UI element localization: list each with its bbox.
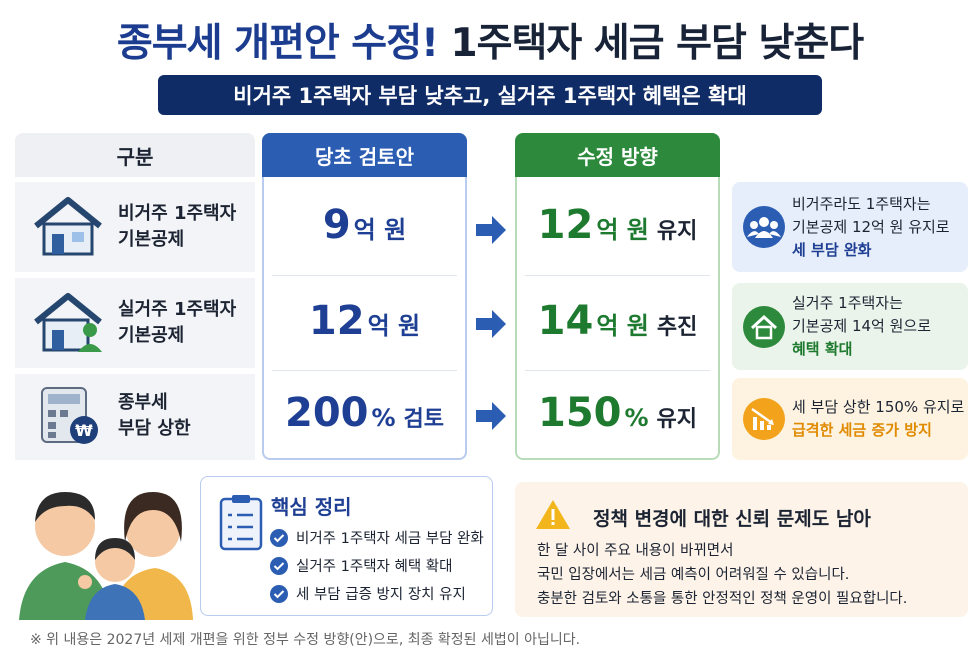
warning-title: 정책 변경에 대한 신뢰 문제도 남아 (593, 508, 871, 530)
label-line: 부담 상한 (118, 418, 191, 439)
note-line: 기본공제 14억 원으로 (792, 317, 932, 335)
unit: 억 원 (353, 216, 407, 244)
summary-item: 비거주 1주택자 세금 부담 완화 (269, 527, 484, 548)
number: 14 (537, 298, 594, 344)
header-category: 구분 (15, 133, 255, 177)
clipboard-icon (219, 495, 263, 551)
divider (272, 370, 457, 371)
title-main: 종부세 개편안 수정! (116, 21, 439, 66)
header-original: 당초 검토안 (262, 133, 467, 177)
arrows (476, 216, 506, 430)
revised-column (515, 177, 720, 460)
action: 유지 (656, 219, 698, 244)
family-illustration (19, 492, 193, 620)
divider (272, 275, 457, 276)
subtitle: 비거주 1주택자 부담 낮추고, 실거주 1주택자 혜택은 확대 (158, 75, 822, 115)
revised-value: 150% 유지 (515, 390, 720, 436)
note-line: 실거주 1주택자는 (792, 294, 903, 312)
original-value: 12 억 원 (262, 298, 467, 344)
divider (525, 275, 710, 276)
revised-value: 14 억 원 추진 (515, 298, 720, 344)
check-icon (270, 556, 288, 575)
item-text: 비거주 1주택자 세금 부담 완화 (296, 531, 484, 547)
chart-down-icon (743, 398, 785, 440)
body-line: 충분한 검토와 소통을 통한 안정적인 정책 운영이 필요합니다. (537, 591, 908, 607)
number: 12 (308, 298, 365, 344)
action: 추진 (656, 315, 698, 340)
house-person-icon (34, 293, 102, 352)
title: 종부세 개편안 수정! 1주택자 세금 부담 낮춘다 (0, 12, 980, 68)
action: 유지 (656, 407, 698, 432)
unit: % (624, 404, 649, 432)
warning-icon (536, 500, 570, 529)
summary-item: 세 부담 급증 방지 장치 유지 (269, 583, 466, 604)
item-text: 실거주 1주택자 혜택 확대 (296, 559, 453, 575)
number: 200 (284, 390, 369, 436)
calculator-icon: ₩ (41, 387, 98, 444)
body-line: 한 달 사이 주요 내용이 바뀌면서 (537, 543, 734, 559)
note-line: 비거주라도 1주택자는 (792, 194, 931, 213)
note-line: 세 부담 상한 150% 유지로 (792, 398, 965, 416)
label-line: 비거주 1주택자 (118, 203, 237, 224)
item-text: 세 부담 급증 방지 장치 유지 (296, 587, 466, 603)
body-line: 국민 입장에서는 세금 예측이 어려워질 수 있습니다. (537, 567, 850, 583)
header-revised: 수정 방향 (515, 133, 720, 177)
check-icon (270, 584, 288, 603)
note-highlight: 급격한 세금 증가 방지 (792, 421, 932, 439)
summary-item: 실거주 1주택자 혜택 확대 (269, 555, 452, 576)
note-highlight: 세 부담 완화 (792, 240, 872, 259)
unit: 억 원 (596, 312, 649, 340)
label-line: 실거주 1주택자 (118, 299, 237, 320)
number: 150 (537, 390, 622, 436)
check-icon (270, 528, 288, 547)
number: 12 (537, 202, 594, 248)
summary-box: 핵심 정리 비거주 1주택자 세금 부담 완화 실거주 1주택자 혜택 확대 세… (200, 476, 493, 616)
unit: 억 원 (367, 312, 421, 340)
title-sub: 1주택자 세금 부담 낮춘다 (450, 21, 864, 66)
home-icon (743, 305, 785, 348)
label-line: 종부세 (118, 392, 168, 413)
original-column (262, 177, 467, 460)
unit: % (371, 404, 396, 432)
revised-value: 12 억 원 유지 (515, 202, 720, 248)
svg-text:₩: ₩ (75, 421, 93, 440)
number: 9 (322, 202, 351, 248)
note-highlight: 혜택 확대 (792, 340, 853, 358)
people-icon (743, 206, 785, 248)
label-line: 기본공제 (118, 325, 185, 346)
summary-title: 핵심 정리 (271, 495, 352, 519)
label-line: 기본공제 (118, 229, 185, 250)
original-value: 200% 검토 (262, 390, 467, 436)
house-icon (34, 197, 102, 256)
unit: 억 원 (596, 216, 649, 244)
divider (525, 370, 710, 371)
footnote: ※ 위 내용은 2027년 세제 개편을 위한 정부 수정 방향(안)으로, 최… (30, 632, 581, 648)
note-line: 기본공제 12억 원 유지로 (792, 217, 950, 236)
action: 검토 (403, 407, 445, 432)
